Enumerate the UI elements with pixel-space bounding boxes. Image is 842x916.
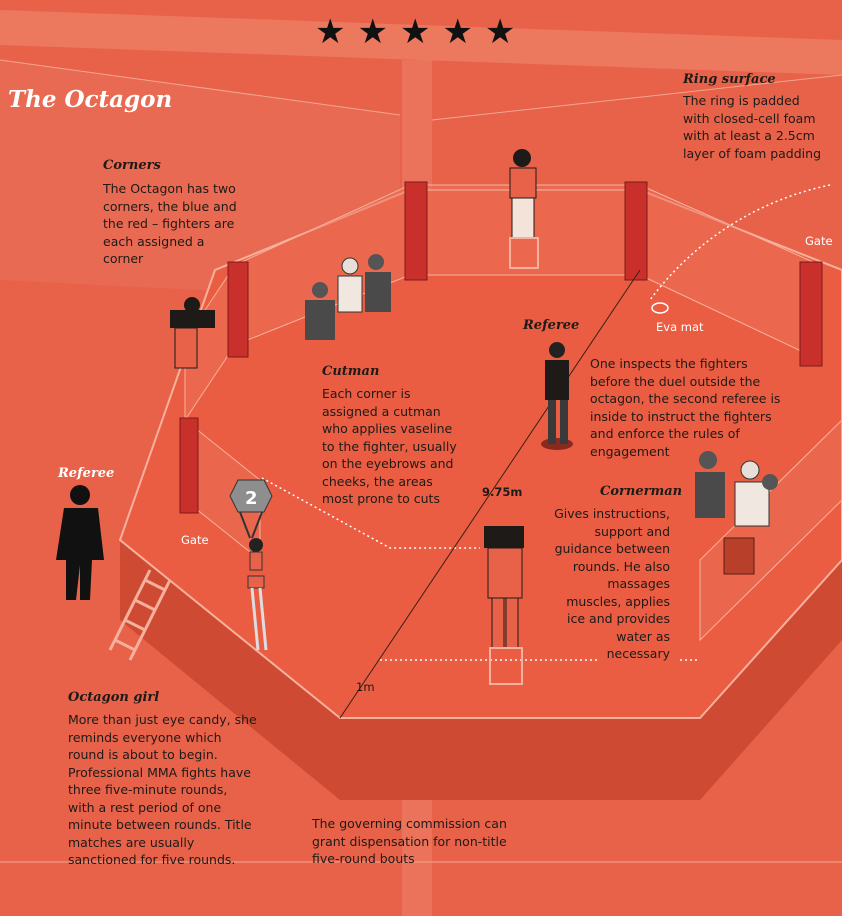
- ladder: [108, 569, 172, 661]
- eva-mat-marker: [651, 302, 669, 314]
- corner-team-figures: [305, 254, 391, 340]
- referee-inside-text: One inspects the fighters before the duel…: [590, 356, 781, 459]
- ring-surface-text: The ring is padded with closed-cell foam w…: [683, 93, 822, 161]
- diameter-label: 9.75m: [482, 485, 523, 499]
- round-card-number: 2: [245, 488, 258, 509]
- cornerman-text: Gives instructions, support and guidance b…: [554, 506, 670, 661]
- cutman-heading: Cutman: [322, 364, 380, 379]
- octagon-mat: [120, 190, 842, 718]
- height-label: 1m: [356, 680, 375, 694]
- gate-left-label: Gate: [181, 533, 209, 547]
- octagon-base: [120, 540, 842, 800]
- octagon-girl-figure: [229, 479, 273, 651]
- cameraman-front-figure: [484, 526, 524, 685]
- cutman-text: Each corner is assigned a cutman who appli…: [322, 386, 457, 506]
- rating-stars: ★★★★★: [315, 12, 528, 52]
- eva-mat-label: Eva mat: [656, 320, 704, 334]
- octagon-girl-heading: Octagon girl: [68, 690, 160, 705]
- corners-heading: Corners: [103, 158, 161, 173]
- inside-referee-figure: [541, 342, 573, 450]
- ring-surface-heading: Ring surface: [683, 72, 776, 87]
- gate-right-label: Gate: [805, 234, 833, 248]
- octagon-girl-text: More than just eye candy, she reminds eve…: [68, 712, 257, 867]
- cornerman-heading: Cornerman: [600, 484, 683, 499]
- outside-referee-figure: [56, 485, 104, 600]
- referee-inside-heading: Referee: [523, 318, 580, 333]
- commission-text: The governing commission can grant dispen…: [312, 816, 507, 866]
- corners-text: The Octagon has two corners, the blue and…: [103, 181, 237, 266]
- photographer-figure: [509, 149, 539, 269]
- referee-outside-heading: Referee: [58, 466, 115, 481]
- diameter-line: [339, 269, 641, 719]
- cornerman-figures: [695, 451, 778, 575]
- cameraman-left-figure: [170, 297, 215, 369]
- page-title: The Octagon: [8, 86, 173, 113]
- fence-posts: [179, 181, 823, 514]
